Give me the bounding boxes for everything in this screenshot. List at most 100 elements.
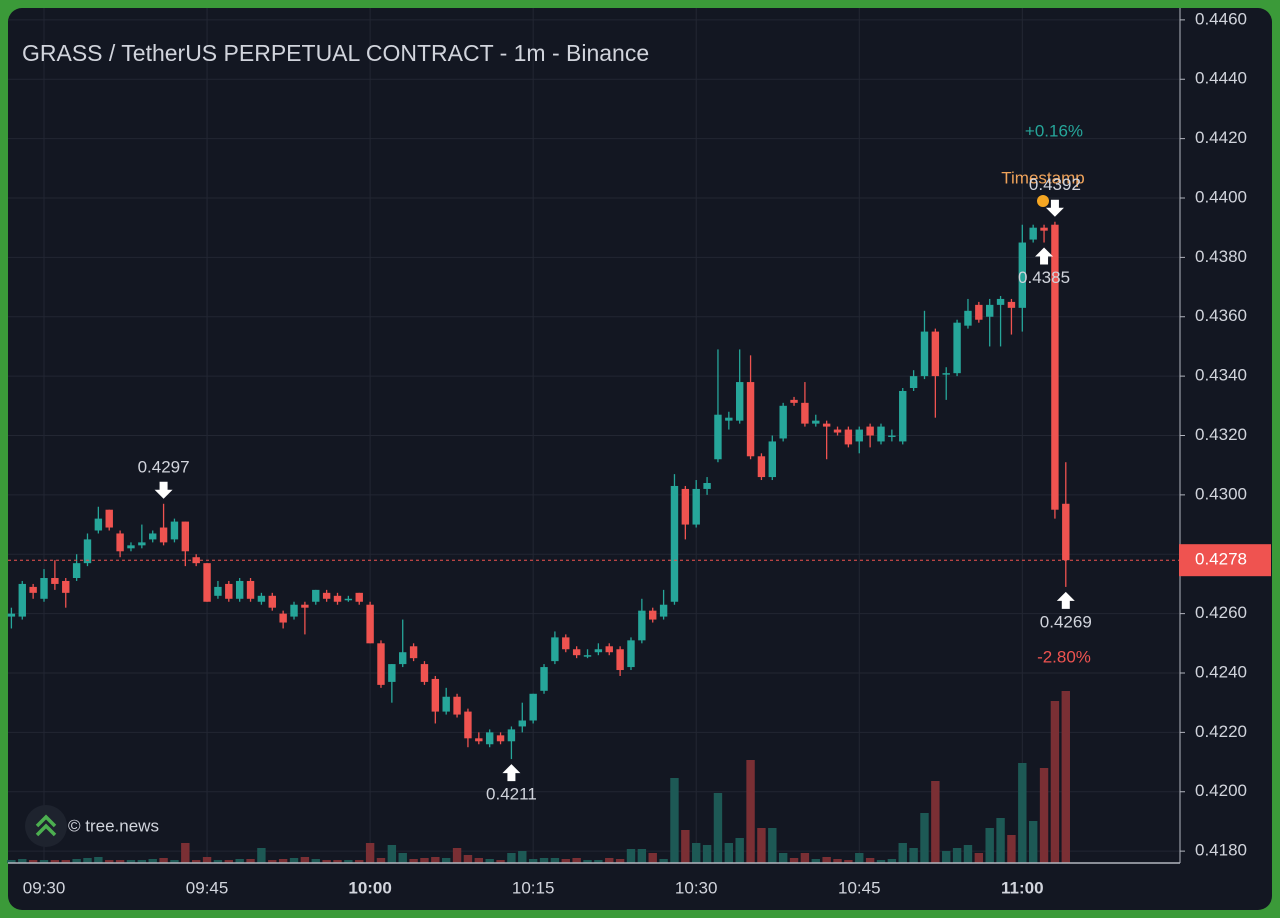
candle-body [366, 604, 374, 644]
candle-body [768, 441, 776, 478]
volume-bar [115, 860, 125, 863]
x-tick-label: 10:15 [512, 878, 555, 897]
candle-body [475, 738, 483, 742]
candle-body [790, 399, 798, 403]
candle-body [942, 373, 950, 375]
candle-body [801, 402, 809, 424]
volume-bar [452, 848, 462, 863]
volume-bar [474, 858, 484, 863]
watermark: © tree.news [68, 816, 159, 835]
candle-body [409, 646, 418, 659]
candle-body [170, 521, 179, 540]
volume-bar [300, 857, 310, 863]
volume-bar [202, 857, 212, 863]
volume-bar [931, 781, 940, 863]
candle-body [779, 405, 787, 439]
candle-body [18, 583, 26, 617]
candle-body [986, 304, 994, 317]
volume-bar [257, 848, 266, 863]
volume-bar [18, 859, 27, 863]
candle-body [757, 456, 766, 478]
y-tick-label: 0.4200 [1195, 781, 1247, 800]
volume-bar [224, 860, 233, 863]
volume-bar [463, 855, 473, 863]
arrow-up [1035, 247, 1054, 265]
candle-body [572, 649, 581, 656]
candle-body [40, 578, 48, 599]
volume-bar [876, 860, 886, 863]
volume-bar [692, 843, 701, 863]
y-tick-label: 0.4400 [1195, 187, 1247, 206]
price-annotation: 0.4385 [1018, 268, 1070, 287]
y-tick-label: 0.4320 [1195, 425, 1247, 444]
volume-bar [909, 848, 918, 863]
volume-bar [855, 853, 864, 863]
volume-bar [1061, 691, 1070, 863]
volume-bar [757, 828, 766, 863]
candle-body [138, 542, 146, 546]
x-tick-label: 11:00 [1001, 878, 1044, 897]
candle-body [996, 298, 1005, 305]
arrow-down [154, 481, 173, 499]
candle-body [507, 729, 516, 742]
candle-body [464, 711, 472, 739]
volume-bar [344, 860, 353, 863]
volume-bar [485, 859, 494, 863]
candle-body [214, 586, 222, 596]
volume-bar [94, 857, 103, 863]
volume-bar [365, 843, 375, 863]
volume-bar [181, 843, 190, 863]
volume-bar [778, 853, 788, 863]
volume-bar [626, 849, 636, 863]
y-tick-label: 0.4220 [1195, 722, 1247, 741]
candle-body [594, 649, 603, 653]
volume-bar [1007, 835, 1016, 863]
volume-bar [148, 859, 157, 863]
volume-bar [789, 858, 799, 863]
volume-bar [561, 859, 570, 863]
volume-bar [442, 858, 451, 863]
candle-body [105, 509, 113, 528]
candle-body [442, 696, 450, 712]
candle-body [290, 604, 298, 617]
candle-body [257, 595, 266, 602]
volume-bar [898, 843, 907, 863]
candle-body [29, 586, 37, 593]
volume-bar [278, 859, 288, 863]
candle-body [746, 382, 755, 457]
volume-bar [213, 860, 223, 863]
candle-body [116, 533, 124, 552]
volume-bar [550, 858, 560, 863]
volume-bar [659, 859, 668, 863]
volume-bar [724, 843, 734, 863]
price-annotation: 0.4392 [1029, 175, 1081, 194]
volume-bar [865, 858, 875, 863]
candle-body [322, 592, 331, 599]
candle-body [181, 521, 190, 552]
candle-body [225, 583, 233, 599]
volume-bar [420, 858, 429, 863]
volume-bar [594, 860, 603, 863]
volume-bar [268, 860, 277, 863]
y-tick-label: 0.4420 [1195, 128, 1247, 147]
price-annotation: 0.4297 [138, 457, 190, 476]
candle-body [333, 595, 342, 602]
volume-bar [105, 860, 114, 863]
volume-bar [376, 858, 386, 863]
volume-bar [539, 858, 549, 863]
price-annotation: 0.4211 [486, 785, 537, 804]
candle-body [203, 563, 211, 602]
candle-body [735, 382, 744, 421]
volume-bar [648, 853, 657, 863]
timestamp-label: Timestamp [1001, 168, 1084, 187]
candle-body [899, 390, 907, 442]
timestamp-marker [1037, 195, 1049, 207]
candle-body [268, 595, 276, 608]
volume-bar [170, 860, 179, 863]
volume-bar [72, 859, 81, 863]
candle-body [83, 539, 92, 564]
volume-bar [431, 857, 440, 863]
chart-background [8, 8, 1272, 910]
x-tick-label: 09:30 [23, 878, 66, 897]
x-tick-label: 10:45 [838, 878, 881, 897]
